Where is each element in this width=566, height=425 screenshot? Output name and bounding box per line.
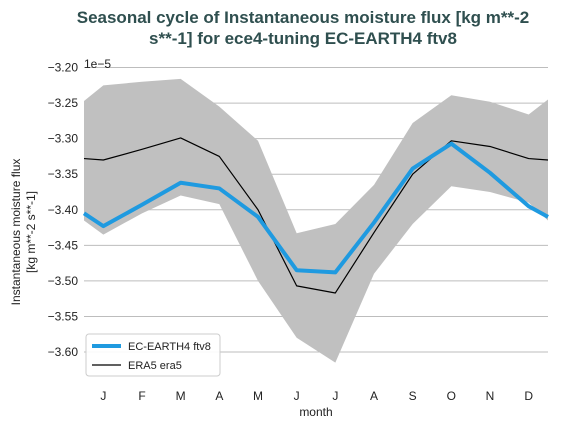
y-tick-label: −3.35 — [48, 167, 79, 181]
x-tick-label: M — [176, 389, 186, 403]
x-tick-label: D — [524, 389, 533, 403]
x-tick-label: J — [332, 389, 338, 403]
y-tick-label: −3.55 — [48, 309, 79, 323]
y-axis-label-line-2: [kg m**-2 s**-1] — [24, 191, 38, 273]
x-tick-label: A — [370, 389, 378, 403]
x-tick-label: F — [138, 389, 145, 403]
x-tick-label: S — [409, 389, 417, 403]
x-tick-label: O — [447, 389, 456, 403]
x-tick-label: A — [215, 389, 223, 403]
y-tick-label: −3.60 — [48, 345, 79, 359]
y-axis-label: Instantaneous moisture flux [kg m**-2 s*… — [9, 159, 38, 306]
y-tick-label: −3.40 — [48, 203, 79, 217]
y-tick-label: −3.30 — [48, 132, 79, 146]
x-axis-label: month — [299, 405, 332, 419]
y-tick-label: −3.50 — [48, 274, 79, 288]
y-tick-labels: −3.20 −3.25 −3.30 −3.35 −3.40 −3.45 −3.50 −3.55… — [48, 61, 79, 359]
chart-title-line-2: s**-1] for ece4-tuning EC-EARTH4 ftv8 — [149, 29, 457, 48]
y-tick-label: −3.45 — [48, 238, 79, 252]
legend-label-ec-earth4: EC-EARTH4 ftv8 — [128, 341, 211, 353]
series-lines — [82, 137, 549, 294]
legend: EC-EARTH4 ftv8 ERA5 era5 — [85, 333, 221, 377]
series-line-ec-earth4 — [82, 141, 549, 275]
legend-label-era5: ERA5 era5 — [128, 360, 182, 372]
x-tick-label: N — [486, 389, 495, 403]
chart-title-line-1: Seasonal cycle of Instantaneous moisture… — [77, 8, 530, 27]
x-tick-label: M — [253, 389, 263, 403]
x-tick-label: J — [294, 389, 300, 403]
y-tick-label: −3.20 — [48, 61, 79, 75]
x-tick-label: J — [100, 389, 106, 403]
series-line-era5 — [83, 137, 549, 294]
y-offset-text: 1e−5 — [84, 57, 111, 71]
confidence-band — [84, 78, 548, 363]
y-axis-label-line-1: Instantaneous moisture flux — [9, 159, 23, 306]
spread-band — [84, 78, 548, 363]
y-tick-label: −3.25 — [48, 96, 79, 110]
